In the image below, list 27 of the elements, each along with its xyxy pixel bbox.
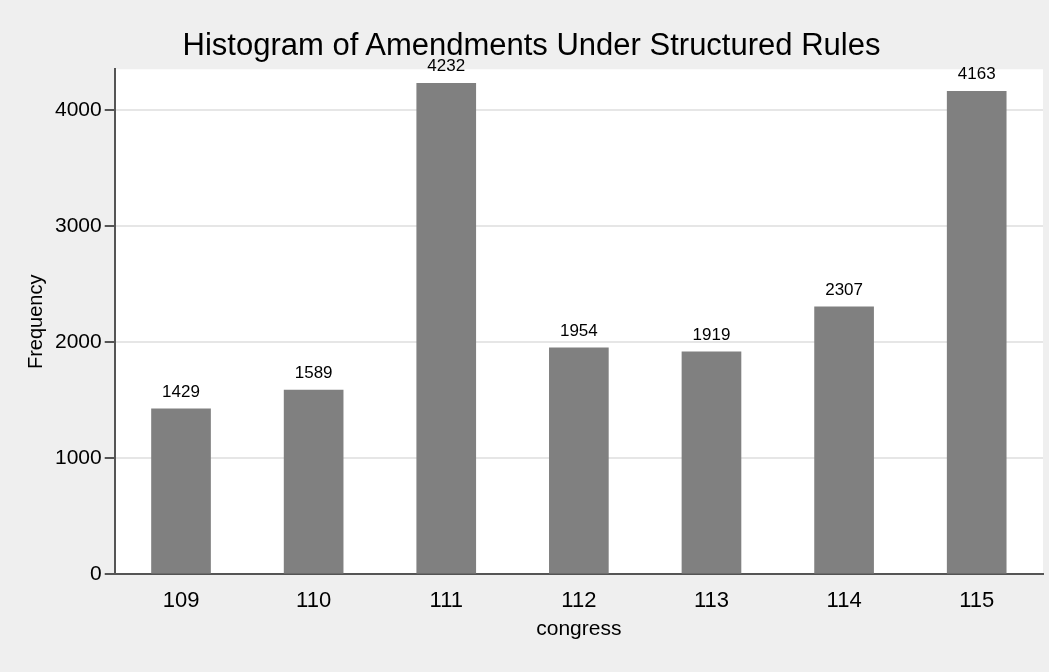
data-label: 1954 — [559, 320, 598, 340]
x-tick-label: 109 — [162, 586, 200, 612]
x-tick-label: 113 — [693, 586, 730, 612]
x-tick-label: 114 — [826, 586, 862, 612]
x-tick-label: 112 — [561, 586, 597, 612]
bar — [681, 351, 742, 574]
y-tick-label: 2000 — [55, 328, 102, 352]
x-axis-title: congress — [536, 616, 622, 640]
bar — [151, 408, 211, 574]
x-tick-label: 111 — [429, 586, 463, 612]
bar — [549, 347, 609, 574]
bar — [946, 90, 1007, 574]
data-label: 1919 — [692, 324, 731, 344]
data-label: 2307 — [825, 279, 863, 299]
data-label: 4163 — [957, 64, 996, 84]
bar — [416, 82, 477, 574]
y-tick-label: 1000 — [55, 445, 102, 469]
y-tick-label: 4000 — [55, 96, 102, 120]
data-label: 1589 — [294, 363, 333, 383]
y-tick-label: 0 — [90, 561, 102, 585]
x-tick-label: 115 — [959, 586, 995, 612]
bar — [814, 306, 874, 574]
bar — [283, 389, 344, 574]
y-axis-title: Frequency — [23, 274, 46, 370]
x-tick-label: 110 — [296, 586, 332, 612]
data-label: 1429 — [162, 381, 200, 401]
y-tick-label: 3000 — [55, 212, 102, 236]
